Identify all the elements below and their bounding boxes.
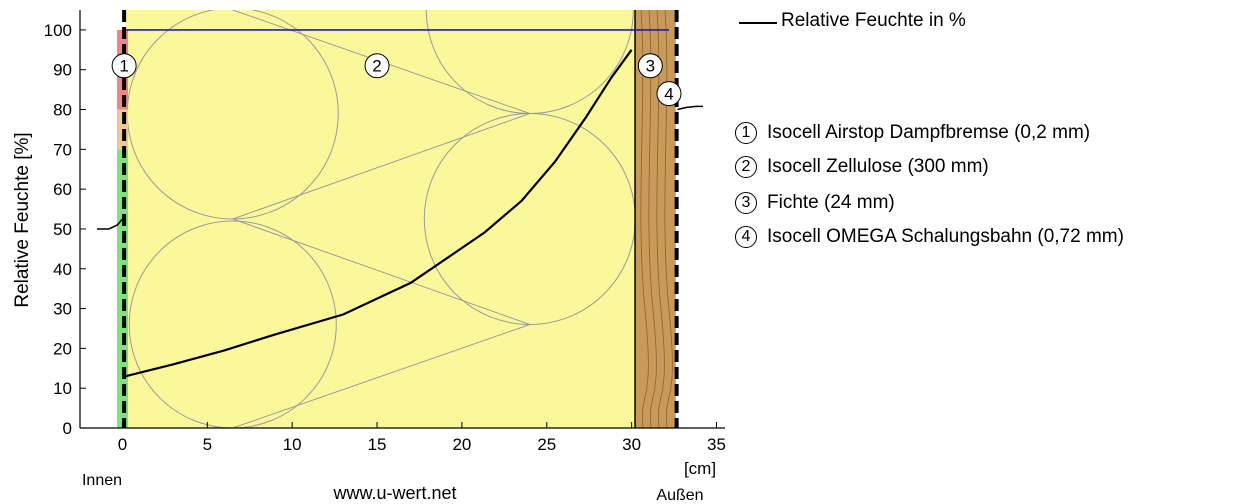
hatch-line bbox=[232, 218, 530, 325]
legend-material-text: Isocell Airstop Dampfbremse (0,2 mm) bbox=[767, 122, 1091, 143]
legend-material-text: Isocell OMEGA Schalungsbahn (0,72 mm) bbox=[767, 226, 1124, 247]
wood-grain bbox=[640, 10, 649, 428]
hatch-line bbox=[232, 113, 530, 220]
layer-marker-number: 2 bbox=[372, 57, 381, 76]
legend: Relative Feuchte in % 1 Isocell Airstop … bbox=[735, 0, 1235, 280]
legend-material-1: 1 Isocell Airstop Dampfbremse (0,2 mm) bbox=[735, 120, 1090, 146]
y-tick-label: 0 bbox=[63, 419, 72, 438]
y-tick-label: 70 bbox=[53, 140, 72, 159]
inside-label: Innen bbox=[82, 472, 122, 489]
x-tick-label: 25 bbox=[537, 435, 556, 454]
hatch-arc bbox=[128, 220, 337, 428]
humidity-curve bbox=[125, 49, 633, 378]
legend-material-text: Isocell Zellulose (300 mm) bbox=[767, 156, 989, 177]
legend-line-swatch bbox=[739, 22, 777, 24]
x-tick-label: 0 bbox=[118, 435, 127, 454]
y-axis-label: Relative Feuchte [%] bbox=[12, 132, 33, 307]
x-tick-label: 20 bbox=[452, 435, 471, 454]
y-tick-label: 100 bbox=[44, 21, 72, 40]
y-tick-label: 90 bbox=[53, 61, 72, 80]
website-label: www.u-wert.net bbox=[332, 483, 456, 503]
legend-material-3: 3 Fichte (24 mm) bbox=[735, 190, 895, 216]
y-tick-label: 80 bbox=[53, 101, 72, 120]
y-tick-label: 50 bbox=[53, 220, 72, 239]
y-tick-label: 20 bbox=[53, 339, 72, 358]
y-tick-label: 40 bbox=[53, 260, 72, 279]
legend-material-number: 2 bbox=[735, 156, 757, 178]
legend-material-4: 4 Isocell OMEGA Schalungsbahn (0,72 mm) bbox=[735, 224, 1124, 250]
layer-marker-circle bbox=[637, 53, 663, 79]
y-tick-label: 30 bbox=[53, 300, 72, 319]
x-tick-label: 10 bbox=[283, 435, 302, 454]
hatch-line bbox=[232, 324, 530, 428]
layer-marker-number: 4 bbox=[664, 85, 673, 104]
y-tick-label: 60 bbox=[53, 180, 72, 199]
x-tick-label: 30 bbox=[622, 435, 641, 454]
wood-layer bbox=[635, 10, 676, 428]
y-tick-label: 10 bbox=[53, 379, 72, 398]
outside-label: Außen bbox=[656, 487, 703, 504]
legend-series-label: Relative Feuchte in % bbox=[781, 10, 966, 31]
layer-marker-circle bbox=[111, 53, 137, 79]
layer-marker-number: 3 bbox=[646, 57, 655, 76]
legend-material-text: Fichte (24 mm) bbox=[767, 192, 895, 213]
x-tick-label: 35 bbox=[707, 435, 726, 454]
wood-grain bbox=[648, 10, 657, 428]
inside-humidity-stub bbox=[96, 218, 124, 230]
x-tick-label: 15 bbox=[368, 435, 387, 454]
legend-material-number: 1 bbox=[735, 122, 757, 144]
outside-humidity-stub bbox=[677, 105, 703, 111]
wood-grain bbox=[656, 10, 665, 428]
insulation-layer bbox=[125, 10, 636, 428]
legend-material-number: 4 bbox=[735, 226, 757, 248]
x-tick-label: 5 bbox=[203, 435, 212, 454]
layer-marker-circle bbox=[656, 81, 682, 107]
x-axis-unit-label: [cm] bbox=[684, 459, 716, 478]
layer-marker-number: 1 bbox=[119, 57, 128, 76]
layer-marker-circle bbox=[364, 53, 390, 79]
legend-material-number: 3 bbox=[735, 192, 757, 214]
legend-material-2: 2 Isocell Zellulose (300 mm) bbox=[735, 154, 989, 180]
